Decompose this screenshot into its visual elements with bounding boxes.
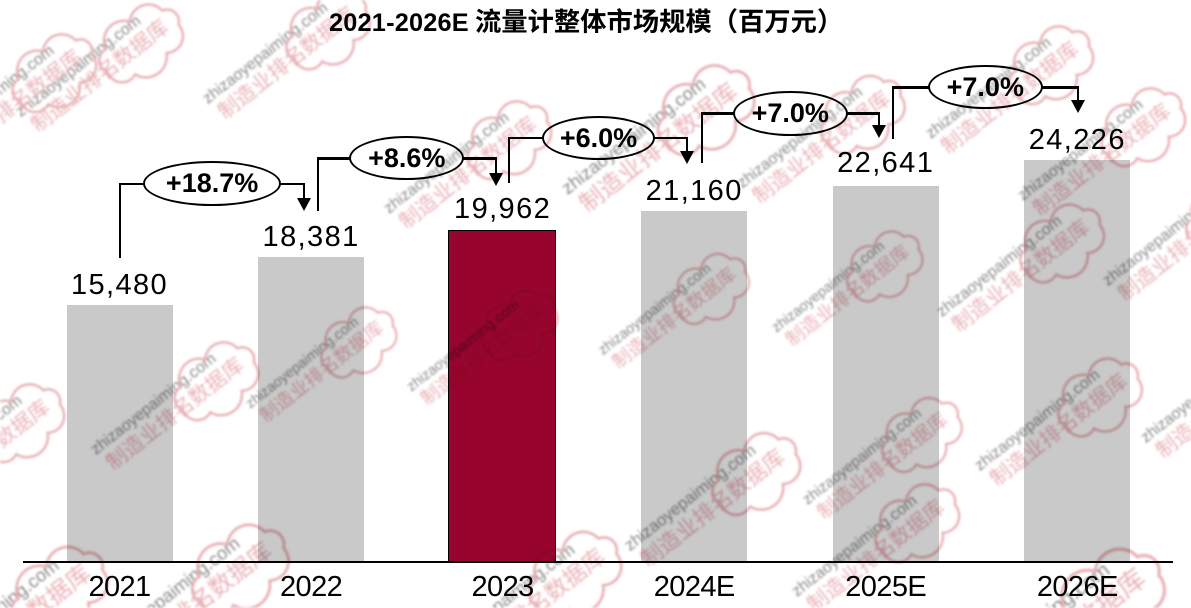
svg-text:2021-2026E: 2021-2026E <box>329 9 469 37</box>
